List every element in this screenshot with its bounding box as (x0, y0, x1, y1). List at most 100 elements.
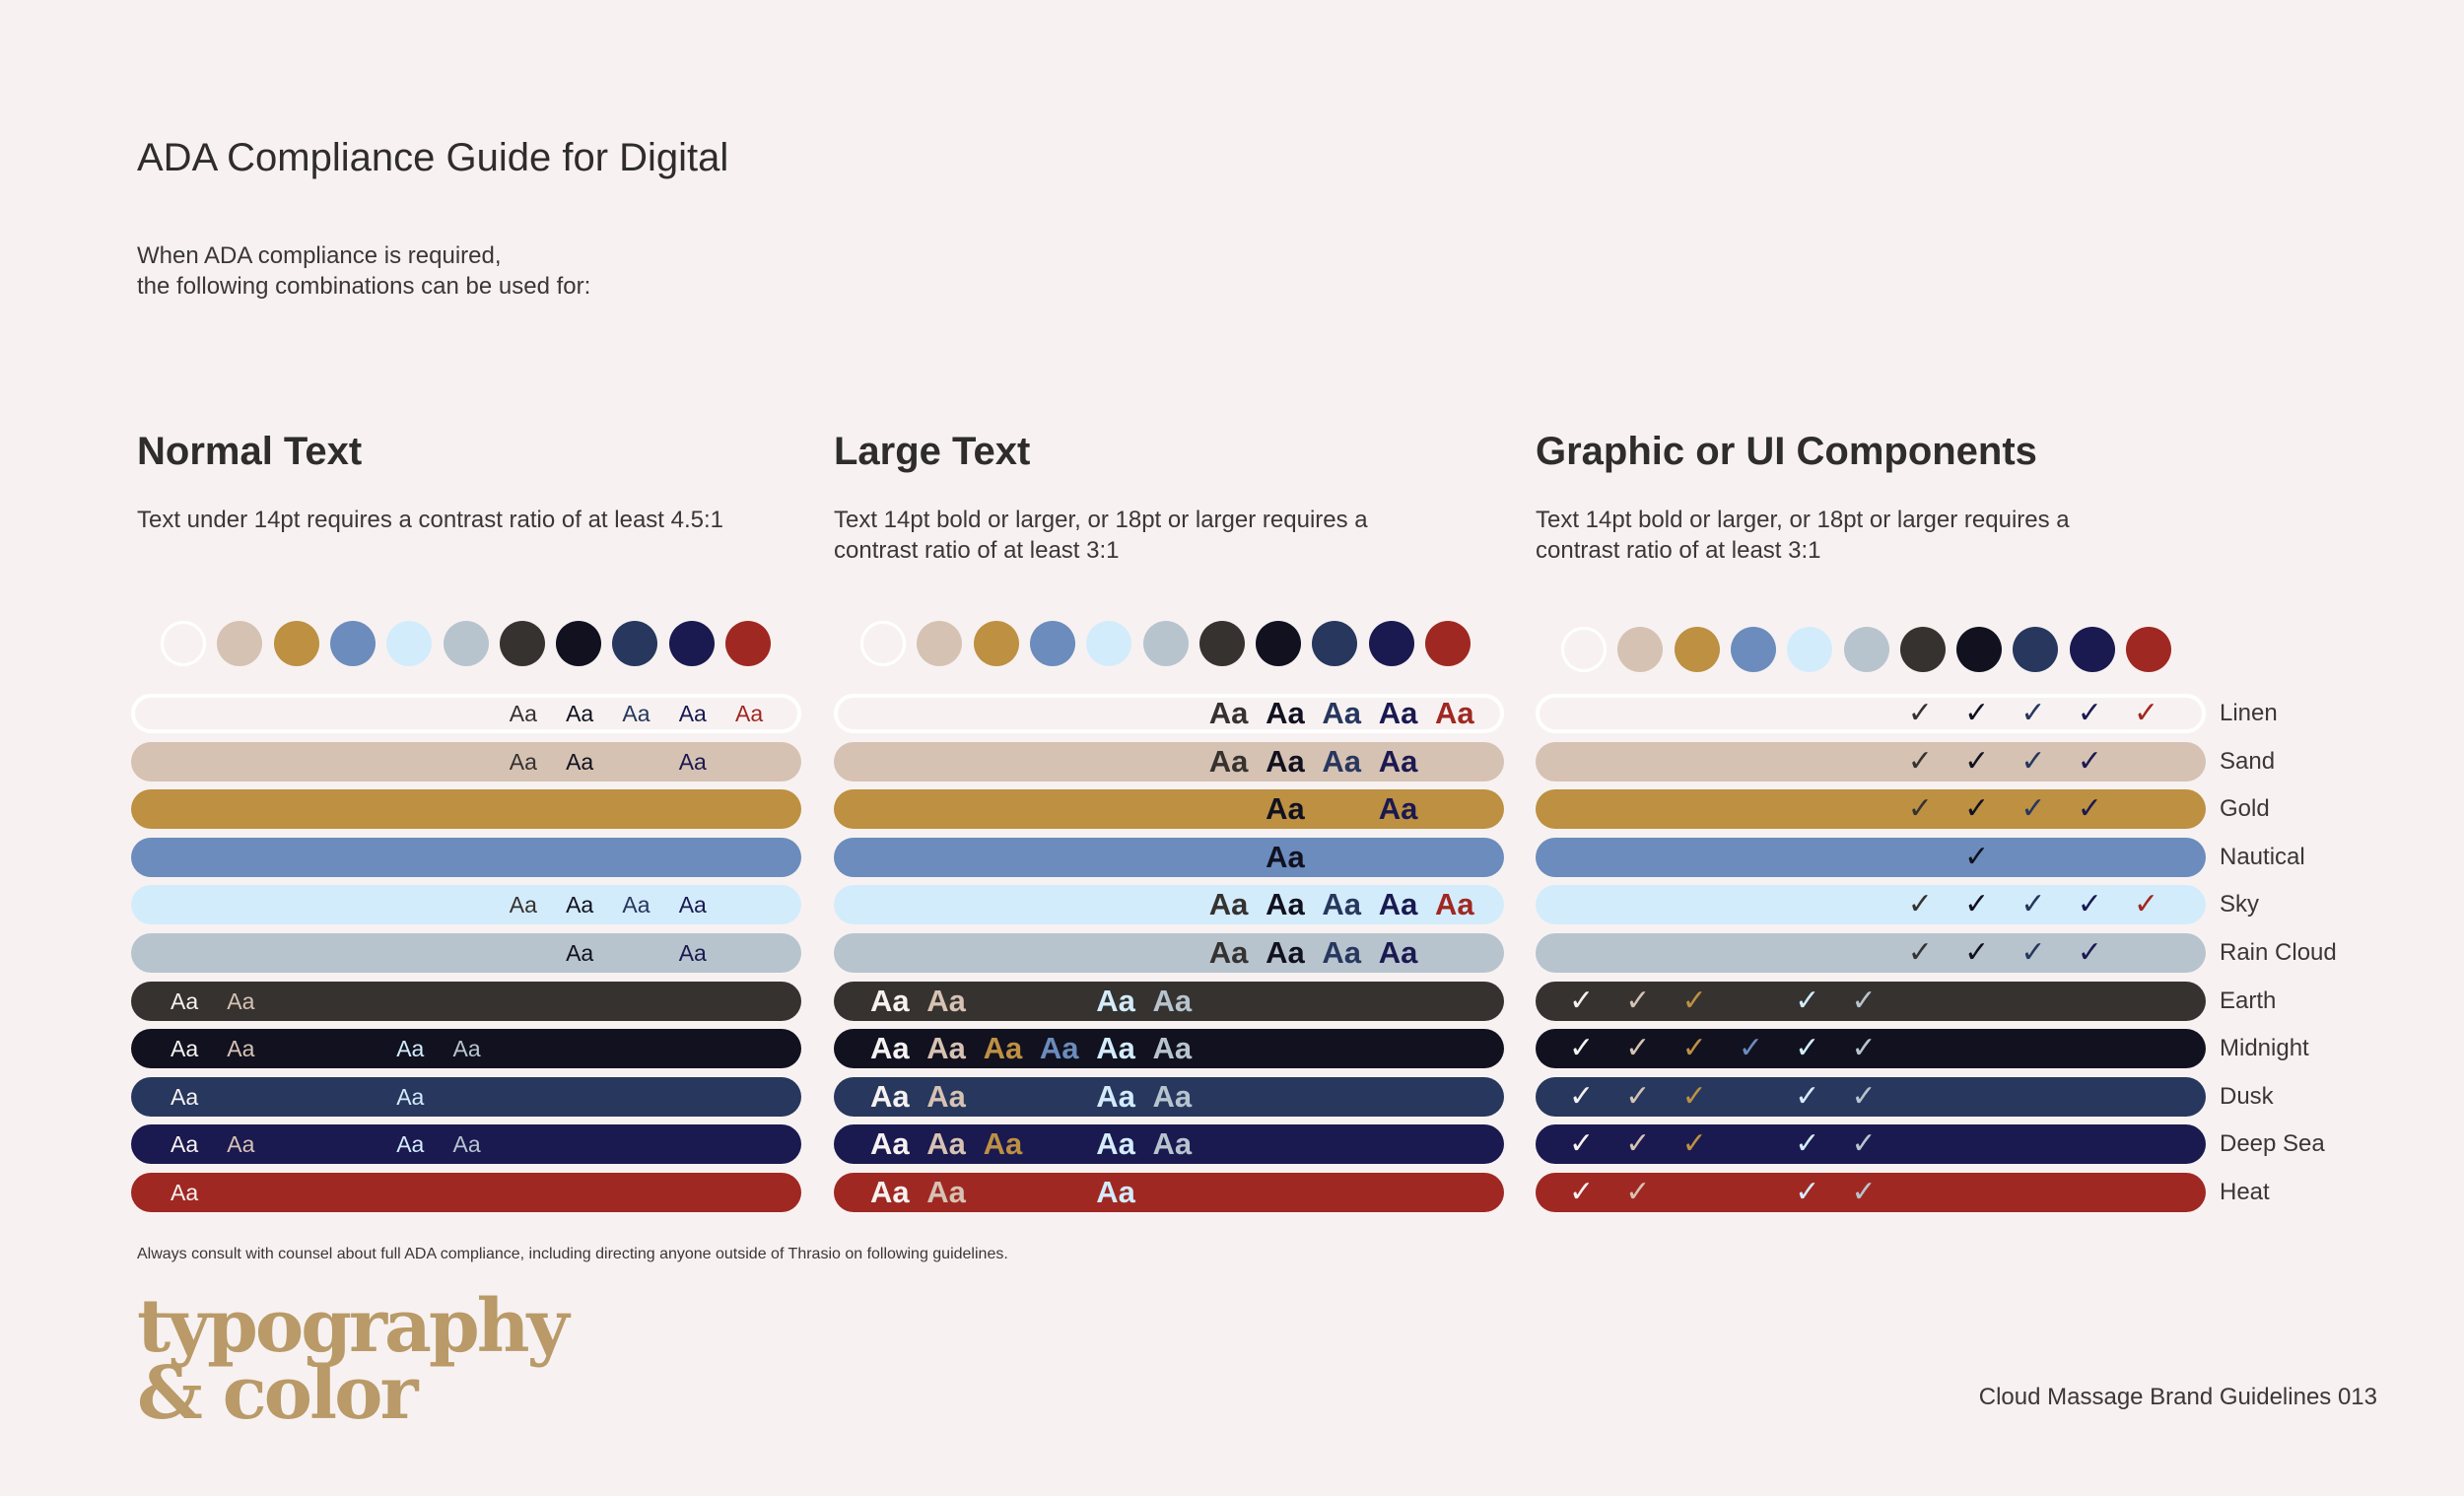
large-text-sample-earth-on-linen: Aa (1208, 696, 1249, 730)
large-text-sample-rain-cloud-on-deep-sea: Aa (1152, 1126, 1193, 1162)
normal-text-row-deep-sea (131, 1124, 801, 1165)
large-text-sample-dusk-on-sky: Aa (1322, 887, 1362, 922)
normal-text-sample-earth-on-sand: Aa (509, 748, 537, 775)
large-text-sample-gold-on-midnight: Aa (983, 1031, 1023, 1066)
large-text-swatch-sand (917, 621, 963, 666)
graphic-or-ui-components-swatch-sand (1617, 627, 1664, 672)
normal-text-sample-deep-sea-on-linen: Aa (678, 701, 707, 726)
graphic-or-ui-components-sample-sky-on-midnight: ✓ (1795, 1032, 1820, 1065)
large-text-sample-earth-on-sky: Aa (1208, 887, 1249, 922)
normal-text-sample-sand-on-deep-sea: Aa (227, 1131, 255, 1158)
large-text-sample-sky-on-heat: Aa (1096, 1175, 1135, 1209)
large-text-sample-nautical-on-midnight: Aa (1039, 1031, 1079, 1066)
graphic-or-ui-components-sample-linen-on-deep-sea: ✓ (1569, 1127, 1595, 1161)
graphic-or-ui-components-row-sky (1536, 885, 2206, 925)
row-label-rain-cloud: Rain Cloud (2220, 939, 2337, 966)
section-title-graphic-ui: Graphic or UI Components (1536, 430, 2037, 473)
graphic-or-ui-components-sample-linen-on-midnight: ✓ (1569, 1032, 1595, 1065)
large-text-sample-deep-sea-on-linen: Aa (1378, 696, 1418, 730)
large-text-swatch-linen (860, 621, 906, 666)
graphic-or-ui-components-swatch-deep-sea (2069, 627, 2115, 672)
row-label-earth: Earth (2220, 986, 2277, 1014)
graphic-or-ui-components-row-heat (1536, 1173, 2206, 1212)
graphic-or-ui-components-sample-earth-on-sand: ✓ (1907, 744, 1933, 778)
graphic-or-ui-components-sample-dusk-on-sky: ✓ (2020, 888, 2046, 921)
row-label-dusk: Dusk (2220, 1082, 2274, 1110)
large-text-swatch-sky (1086, 621, 1132, 666)
row-label-sky: Sky (2220, 891, 2260, 918)
large-text-sample-rain-cloud-on-dusk: Aa (1152, 1078, 1193, 1114)
section-title-normal-text: Normal Text (137, 430, 363, 473)
graphic-or-ui-components-sample-dusk-on-rain-cloud: ✓ (2020, 936, 2046, 969)
graphic-or-ui-components-swatch-linen (1561, 627, 1607, 672)
large-text-sample-dusk-on-sand: Aa (1322, 743, 1362, 779)
normal-text-row-linen (131, 694, 801, 733)
graphic-or-ui-components-row-sand (1536, 741, 2206, 782)
large-text-swatch-earth (1198, 621, 1245, 666)
row-label-nautical: Nautical (2220, 843, 2305, 870)
graphic-or-ui-components-sample-deep-sea-on-gold: ✓ (2077, 792, 2102, 826)
large-text-sample-heat-on-linen: Aa (1435, 696, 1474, 730)
graphic-or-ui-components-sample-gold-on-earth: ✓ (1681, 984, 1707, 1017)
large-text-sample-deep-sea-on-sky: Aa (1378, 887, 1418, 922)
graphic-or-ui-components-sample-linen-on-heat: ✓ (1569, 1176, 1595, 1208)
graphic-or-ui-components-row-rain-cloud (1536, 933, 2206, 973)
graphic-or-ui-components-row-deep-sea (1536, 1124, 2206, 1165)
normal-text-swatch-dusk (612, 621, 658, 666)
normal-text-swatch-linen (161, 621, 206, 666)
large-text-swatch-dusk (1312, 621, 1358, 666)
graphic-or-ui-components-sample-midnight-on-linen: ✓ (1964, 697, 1990, 729)
graphic-or-ui-components-sample-sand-on-dusk: ✓ (1625, 1079, 1651, 1113)
large-text-sample-linen-on-earth: Aa (870, 983, 910, 1018)
normal-text-sample-heat-on-linen: Aa (735, 701, 764, 726)
graphic-or-ui-components-swatch-dusk (2013, 627, 2059, 672)
normal-text-row-gold (131, 789, 801, 830)
graphic-or-ui-components-sample-rain-cloud-on-earth: ✓ (1851, 984, 1877, 1017)
large-text-sample-linen-on-heat: Aa (870, 1175, 910, 1209)
normal-text-row-sky (131, 885, 801, 925)
graphic-or-ui-components-sample-rain-cloud-on-dusk: ✓ (1851, 1079, 1877, 1113)
large-text-sample-deep-sea-on-sand: Aa (1378, 743, 1418, 779)
large-text-sample-sky-on-midnight: Aa (1096, 1031, 1135, 1066)
large-text-sample-earth-on-rain-cloud: Aa (1208, 935, 1249, 970)
normal-text-row-dusk (131, 1076, 801, 1117)
large-text-sample-linen-on-dusk: Aa (870, 1078, 910, 1114)
large-text-swatch-gold (973, 621, 1019, 666)
large-text-row-rain-cloud (834, 933, 1504, 973)
graphic-or-ui-components-row-midnight (1536, 1029, 2206, 1069)
row-label-sand: Sand (2220, 747, 2276, 775)
large-text-sample-sky-on-earth: Aa (1096, 983, 1135, 1018)
graphic-or-ui-components-sample-linen-on-dusk: ✓ (1569, 1079, 1595, 1113)
graphic-or-ui-components-sample-sky-on-earth: ✓ (1795, 984, 1820, 1017)
normal-text-swatch-deep-sea (668, 621, 715, 666)
large-text-sample-midnight-on-linen: Aa (1266, 696, 1305, 730)
large-text-sample-sand-on-earth: Aa (926, 983, 966, 1018)
graphic-or-ui-components-sample-deep-sea-on-sky: ✓ (2077, 888, 2102, 921)
normal-text-sample-sky-on-dusk: Aa (396, 1083, 425, 1110)
graphic-or-ui-components-sample-deep-sea-on-rain-cloud: ✓ (2077, 936, 2102, 969)
graphic-or-ui-components-sample-sand-on-earth: ✓ (1625, 984, 1651, 1017)
graphic-or-ui-components-sample-gold-on-deep-sea: ✓ (1681, 1127, 1707, 1161)
normal-text-row-rain-cloud (131, 933, 801, 973)
large-text-sample-sky-on-deep-sea: Aa (1096, 1126, 1135, 1162)
normal-text-sample-deep-sea-on-rain-cloud: Aa (678, 940, 707, 966)
normal-text-sample-deep-sea-on-sky: Aa (678, 892, 707, 918)
large-text-sample-rain-cloud-on-midnight: Aa (1152, 1031, 1193, 1066)
normal-text-sample-earth-on-sky: Aa (509, 892, 537, 918)
normal-text-swatch-nautical (329, 621, 376, 666)
large-text-row-sky (834, 885, 1504, 925)
typography-color-logo: typography & color (137, 1290, 569, 1430)
normal-text-sample-dusk-on-sky: Aa (622, 892, 650, 918)
large-text-row-dusk (834, 1076, 1504, 1117)
large-text-sample-midnight-on-nautical: Aa (1266, 839, 1305, 874)
graphic-or-ui-components-swatch-sky (1787, 627, 1833, 672)
normal-text-sample-linen-on-midnight: Aa (171, 1036, 199, 1062)
large-text-sample-sand-on-heat: Aa (926, 1175, 966, 1209)
graphic-or-ui-components-sample-earth-on-gold: ✓ (1907, 792, 1933, 826)
large-text-swatch-heat (1425, 621, 1471, 666)
row-label-deep-sea: Deep Sea (2220, 1130, 2325, 1158)
section-desc-normal-text: Text under 14pt requires a contrast rati… (137, 507, 724, 533)
normal-text-swatch-sand (217, 621, 263, 666)
graphic-or-ui-components-swatch-midnight (1956, 627, 2003, 672)
normal-text-row-heat (131, 1173, 801, 1212)
